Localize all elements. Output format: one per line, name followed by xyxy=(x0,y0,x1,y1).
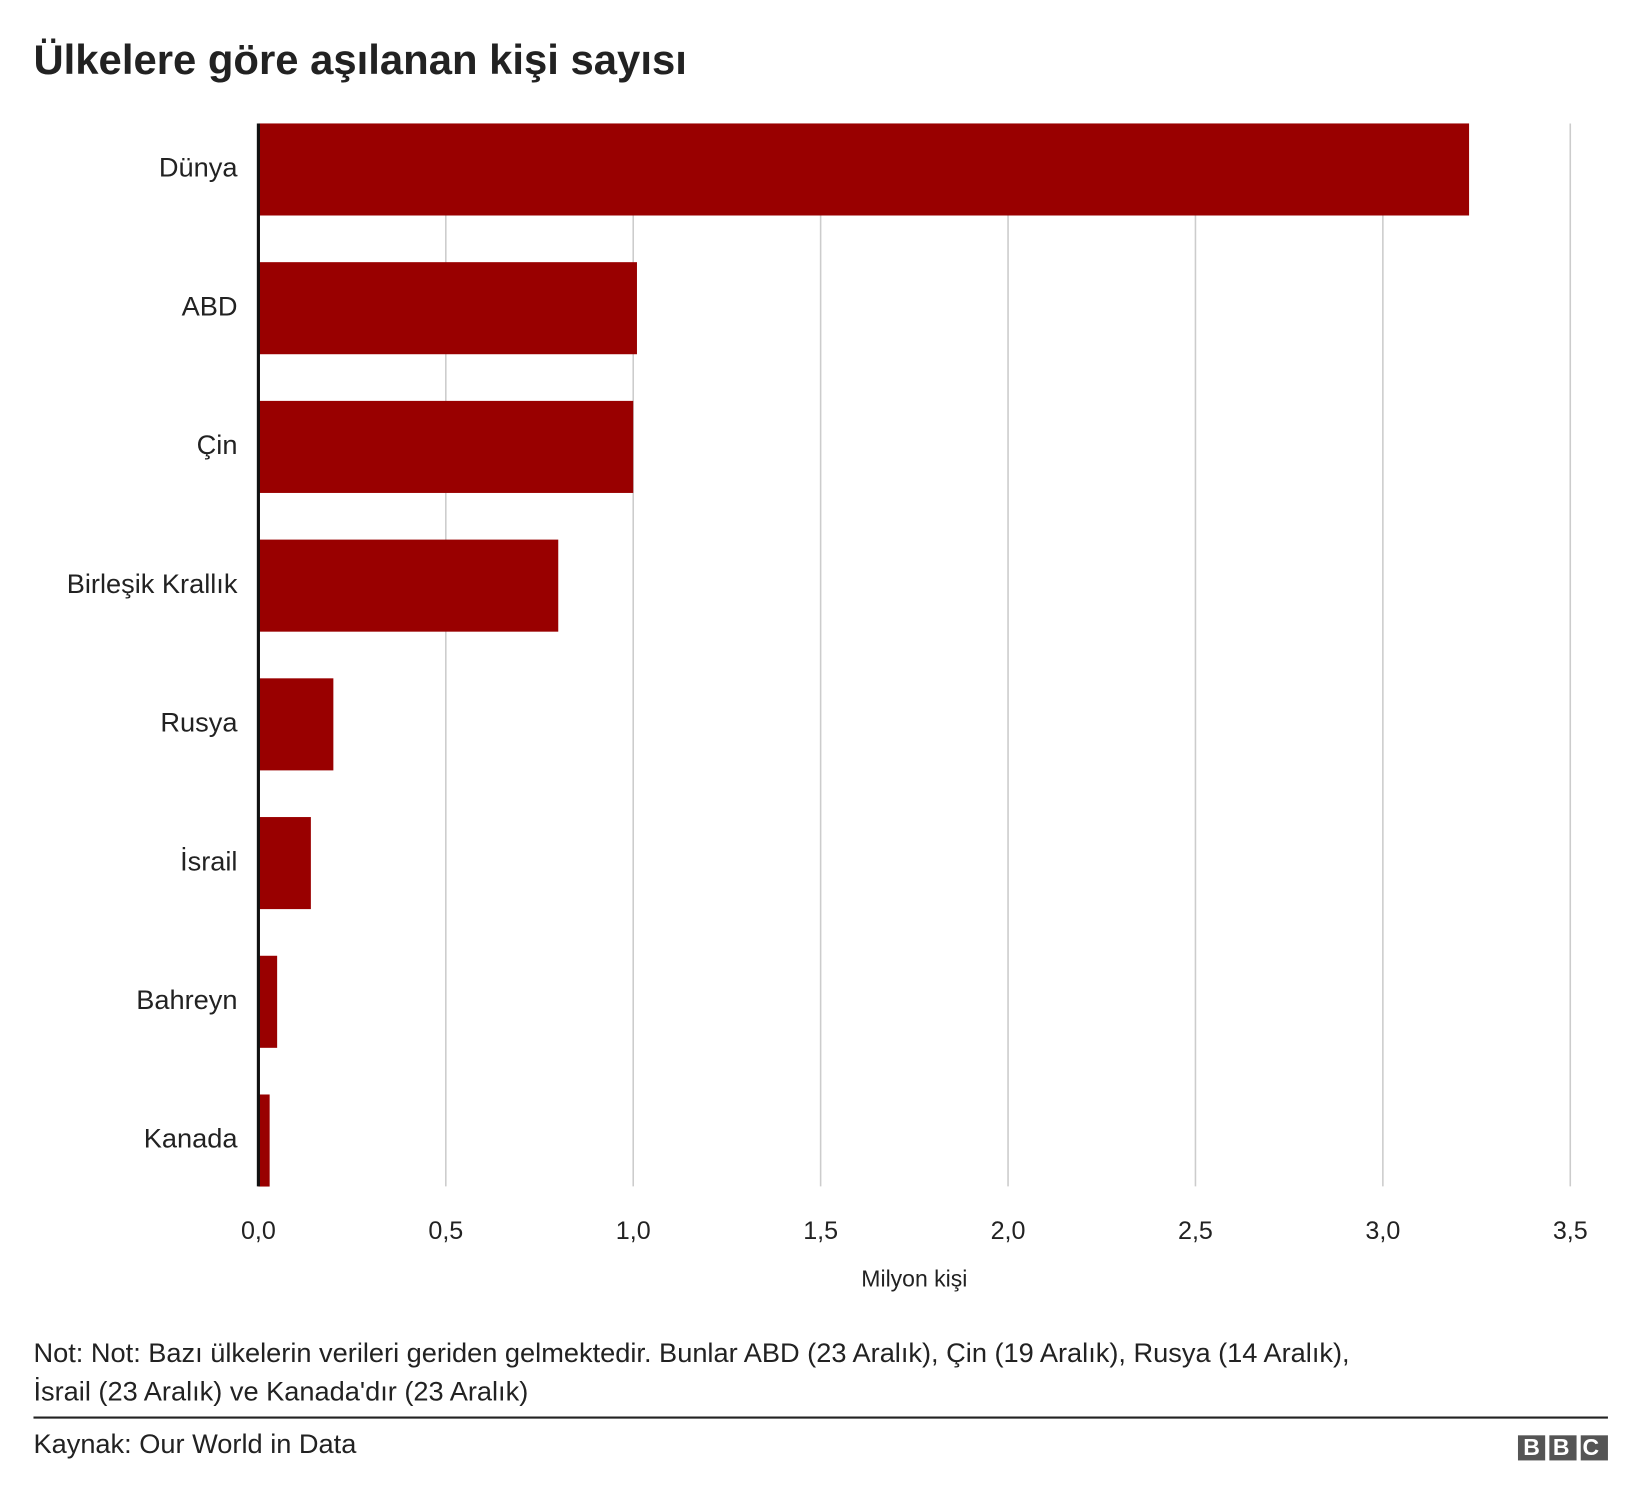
note: Not: Not: Bazı ülkelerin verileri geride… xyxy=(33,1337,1349,1368)
x-tick-label: 1,0 xyxy=(616,1217,651,1245)
note: İsrail (23 Aralık) ve Kanada'dır (23 Ara… xyxy=(33,1376,528,1407)
x-tick-label: 1,5 xyxy=(803,1217,838,1245)
y-tick-label: ABD xyxy=(182,290,238,321)
y-tick-label: İsrail xyxy=(180,845,237,876)
y-tick-label: Çin xyxy=(197,429,238,460)
logo-box xyxy=(1549,1435,1577,1461)
x-tick-label: 0,5 xyxy=(428,1217,463,1245)
y-tick-label: Dünya xyxy=(159,152,238,183)
y-tick-label: Birleşik Krallık xyxy=(67,568,238,599)
x-tick-label: 2,5 xyxy=(1178,1217,1213,1245)
bar xyxy=(258,678,334,771)
y-tick-label: Rusya xyxy=(160,707,238,738)
x-tick-label: 3,0 xyxy=(1365,1217,1400,1245)
bar xyxy=(258,817,311,910)
chart-title: Ülkelere göre aşılanan kişi sayısı xyxy=(33,36,686,83)
y-tick-label: Kanada xyxy=(144,1123,239,1154)
logo: BBC xyxy=(1517,1434,1612,1461)
bar xyxy=(258,400,634,493)
bar xyxy=(258,123,1470,216)
x-tick-label: 0,0 xyxy=(241,1217,276,1245)
x-axis-label: Milyon kişi xyxy=(861,1266,967,1292)
logo-box xyxy=(1580,1435,1608,1461)
logo-box xyxy=(1517,1435,1546,1461)
source: Kaynak: Our World in Data xyxy=(33,1428,357,1459)
logo-text: BBC xyxy=(1523,1434,1612,1460)
bar xyxy=(258,1094,270,1187)
y-tick-label: Bahreyn xyxy=(136,984,237,1015)
bar xyxy=(258,955,278,1048)
bar xyxy=(258,262,637,355)
x-tick-label: 3,5 xyxy=(1553,1217,1588,1245)
bar xyxy=(258,539,559,632)
x-tick-label: 2,0 xyxy=(991,1217,1026,1245)
